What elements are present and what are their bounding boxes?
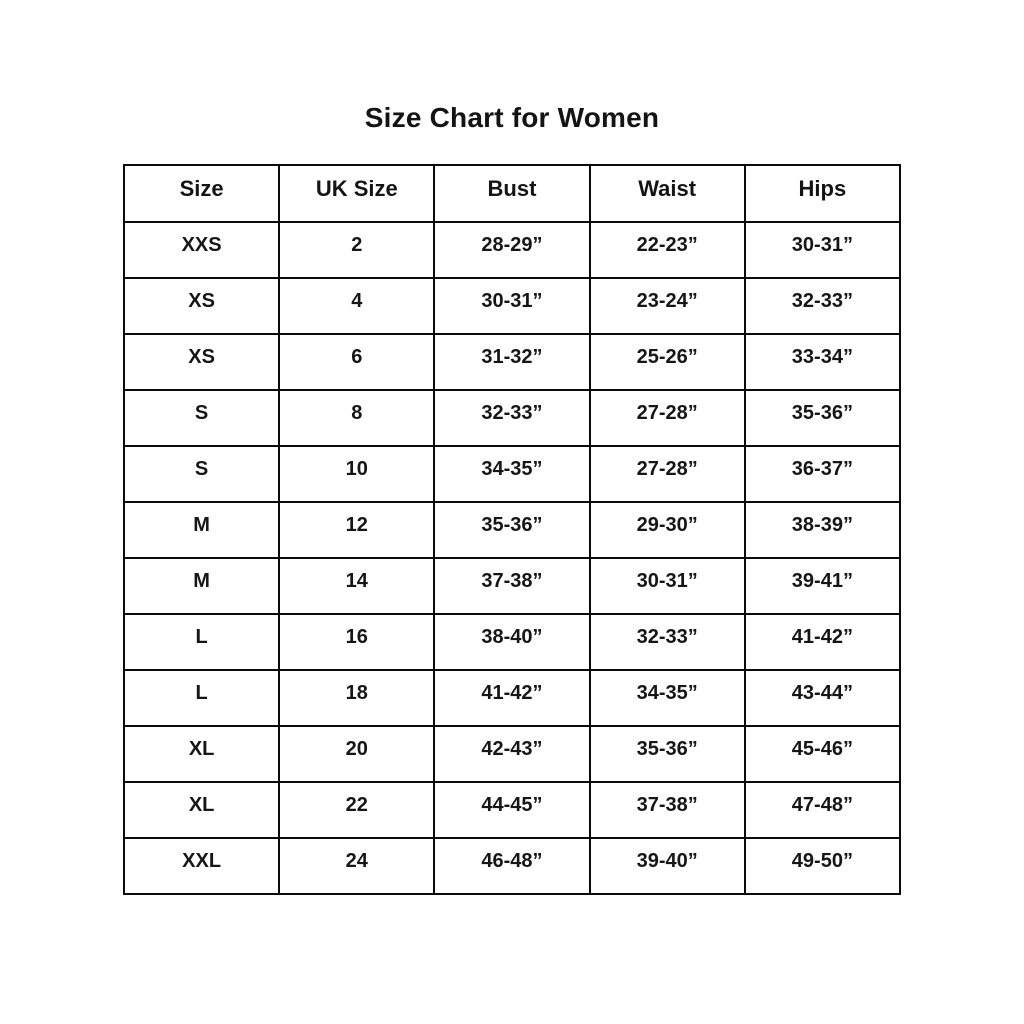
cell-uk-size: 20 (278, 725, 436, 783)
cell-waist: 27-28” (588, 445, 746, 503)
cell-uk-size: 12 (278, 501, 436, 559)
cell-bust: 44-45” (433, 781, 591, 839)
cell-uk-size: 4 (278, 277, 436, 335)
cell-bust: 42-43” (433, 725, 591, 783)
cell-waist: 25-26” (588, 333, 746, 391)
page-title: Size Chart for Women (364, 102, 660, 133)
table-row: XS 4 30-31” 23-24” 32-33” (122, 277, 902, 335)
cell-size: XS (122, 333, 281, 391)
cell-uk-size: 2 (278, 221, 436, 279)
cell-hips: 43-44” (743, 669, 902, 727)
cell-waist: 37-38” (588, 781, 746, 839)
cell-bust: 46-48” (433, 837, 591, 895)
table-row: M 12 35-36” 29-30” 38-39” (122, 501, 902, 559)
cell-hips: 32-33” (743, 277, 902, 335)
table-row: S 10 34-35” 27-28” 36-37” (122, 445, 902, 503)
cell-hips: 41-42” (743, 613, 902, 671)
table-row: L 16 38-40” 32-33” 41-42” (122, 613, 902, 671)
cell-size: XXS (122, 221, 281, 279)
header-row: Size UK Size Bust Waist Hips (122, 164, 902, 223)
cell-hips: 33-34” (743, 333, 902, 391)
cell-hips: 47-48” (743, 781, 902, 839)
cell-bust: 34-35” (433, 445, 591, 503)
cell-hips: 30-31” (743, 221, 902, 279)
table-row: XXS 2 28-29” 22-23” 30-31” (122, 221, 902, 279)
cell-size: XL (122, 781, 281, 839)
table-row: S 8 32-33” 27-28” 35-36” (122, 389, 902, 447)
cell-size: XS (122, 277, 281, 335)
cell-size: L (122, 669, 281, 727)
cell-bust: 41-42” (433, 669, 591, 727)
cell-hips: 35-36” (743, 389, 902, 447)
cell-uk-size: 6 (278, 333, 436, 391)
column-header-bust: Bust (433, 164, 591, 223)
table-row: XL 20 42-43” 35-36” 45-46” (122, 725, 902, 783)
cell-bust: 37-38” (433, 557, 591, 615)
cell-hips: 39-41” (743, 557, 902, 615)
column-header-size: Size (122, 164, 281, 223)
column-header-waist: Waist (588, 164, 746, 223)
cell-waist: 29-30” (588, 501, 746, 559)
cell-size: XXL (122, 837, 281, 895)
cell-bust: 28-29” (433, 221, 591, 279)
cell-size: L (122, 613, 281, 671)
cell-uk-size: 10 (278, 445, 436, 503)
cell-uk-size: 14 (278, 557, 436, 615)
cell-bust: 35-36” (433, 501, 591, 559)
table-row: XL 22 44-45” 37-38” 47-48” (122, 781, 902, 839)
cell-waist: 23-24” (588, 277, 746, 335)
cell-waist: 35-36” (588, 725, 746, 783)
cell-bust: 32-33” (433, 389, 591, 447)
cell-size: S (122, 445, 281, 503)
table-row: XS 6 31-32” 25-26” 33-34” (122, 333, 902, 391)
table-row: M 14 37-38” 30-31” 39-41” (122, 557, 902, 615)
cell-waist: 22-23” (588, 221, 746, 279)
cell-uk-size: 24 (278, 837, 436, 895)
cell-waist: 30-31” (588, 557, 746, 615)
cell-size: M (122, 557, 281, 615)
cell-waist: 34-35” (588, 669, 746, 727)
cell-uk-size: 16 (278, 613, 436, 671)
cell-size: XL (122, 725, 281, 783)
column-header-hips: Hips (743, 164, 902, 223)
cell-size: S (122, 389, 281, 447)
cell-uk-size: 22 (278, 781, 436, 839)
cell-size: M (122, 501, 281, 559)
size-chart-table: Size UK Size Bust Waist Hips XXS 2 28-29… (122, 164, 902, 895)
cell-bust: 30-31” (433, 277, 591, 335)
table-row: XXL 24 46-48” 39-40” 49-50” (122, 837, 902, 895)
cell-hips: 49-50” (743, 837, 902, 895)
cell-hips: 36-37” (743, 445, 902, 503)
table-header: Size UK Size Bust Waist Hips (122, 164, 902, 223)
cell-waist: 39-40” (588, 837, 746, 895)
column-header-uk-size: UK Size (278, 164, 436, 223)
cell-uk-size: 8 (278, 389, 436, 447)
cell-bust: 31-32” (433, 333, 591, 391)
cell-bust: 38-40” (433, 613, 591, 671)
cell-uk-size: 18 (278, 669, 436, 727)
table-row: L 18 41-42” 34-35” 43-44” (122, 669, 902, 727)
cell-hips: 38-39” (743, 501, 902, 559)
cell-waist: 27-28” (588, 389, 746, 447)
table-body: XXS 2 28-29” 22-23” 30-31” XS 4 30-31” 2… (122, 221, 902, 895)
cell-waist: 32-33” (588, 613, 746, 671)
cell-hips: 45-46” (743, 725, 902, 783)
